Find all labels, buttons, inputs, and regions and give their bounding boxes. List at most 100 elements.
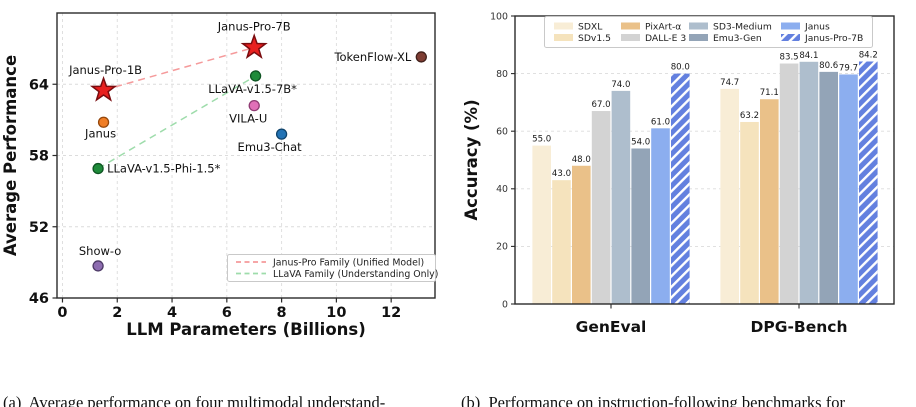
x-tick-label: 10: [326, 305, 346, 321]
legend-label: Janus-Pro Family (Unified Model): [272, 258, 424, 269]
bar-value-label: 84.1: [799, 51, 818, 61]
point-label-vila-u: VILA-U: [229, 112, 267, 126]
point-label-janus: Janus: [84, 126, 116, 140]
legend-swatch-sd3-medium: [689, 22, 708, 30]
legend-label-janus-pro-7b: Janus-Pro-7B: [804, 33, 863, 44]
point-label-show-o: Show-o: [79, 244, 121, 258]
legend-swatch-janus: [781, 22, 800, 30]
legend-label-emu3-gen: Emu3-Gen: [713, 33, 762, 44]
bar-value-label: 61.0: [651, 117, 670, 127]
category-label-geneval: GenEval: [576, 318, 647, 336]
scatter-point-emu3-chat: [275, 128, 288, 140]
x-tick-label: 8: [277, 305, 287, 321]
scatter-point-janus-pro-7b: [240, 33, 268, 59]
legend-swatch-pixart: [621, 22, 640, 30]
bar-hatch-overlay: [859, 61, 878, 305]
scatter-point-llava-v1-5-7b: [249, 70, 262, 82]
legend: Janus-Pro Family (Unified Model)LLaVA Fa…: [227, 254, 438, 282]
bar-dall-e-3-dpg-bench: [779, 63, 799, 304]
y-tick-label: 52: [29, 220, 49, 236]
x-tick-label: 6: [222, 305, 232, 321]
y-axis-label: Average Performance: [1, 55, 20, 256]
y-tick-label: 46: [29, 291, 49, 307]
bar-emu3-gen-dpg-bench: [819, 71, 838, 304]
bar-sd3-medium-geneval: [611, 90, 631, 304]
caption-b: (b) Performance on instruction-following…: [461, 349, 913, 407]
legend-label-sd3-medium: SD3-Medium: [713, 21, 772, 32]
legend-box: [227, 254, 436, 282]
bar-value-label: 74.7: [720, 78, 739, 88]
bar-value-label: 43.0: [552, 169, 571, 179]
x-tick-label: 0: [57, 305, 67, 321]
bar-value-label: 54.0: [631, 137, 650, 147]
bar-sd3-medium-dpg-bench: [799, 61, 819, 305]
bar-value-label: 79.7: [839, 63, 858, 73]
legend-swatch-dall-e-3: [621, 34, 640, 41]
legend-label: LLaVA Family (Understanding Only): [273, 269, 438, 280]
x-tick-label: 4: [167, 305, 177, 321]
bar-value-label: 80.0: [671, 63, 690, 73]
bar-dall-e-3-geneval: [591, 111, 611, 304]
y-tick-label: 0: [502, 299, 508, 310]
legend-label-dall-e-3: DALL-E 3: [645, 33, 686, 44]
scatter-point-janus: [97, 116, 110, 128]
bar-sdv1-5-geneval: [552, 180, 571, 304]
legend-swatch-hatch: [781, 34, 800, 41]
point-label-llava-v1-5-phi-1-5: LLaVA-v1.5-Phi-1.5*: [107, 162, 221, 176]
bar-value-label: 84.2: [859, 51, 878, 61]
category-label-dpg-bench: DPG-Bench: [751, 318, 848, 336]
scatter-point-show-o: [92, 260, 104, 272]
legend-swatch-sdxl: [554, 22, 573, 30]
point-label-tokenflow-xl: TokenFlow-XL: [333, 50, 411, 64]
y-tick-label: 80: [496, 69, 508, 80]
bar-emu3-gen-geneval: [631, 148, 650, 304]
trend-line-janus-pro-1b: [103, 46, 255, 91]
caption-a: (a) Average performance on four multimod…: [3, 349, 455, 407]
scatter-point-tokenflow-xl: [415, 51, 427, 63]
point-label-janus-pro-1b: Janus-Pro-1B: [68, 63, 142, 77]
x-tick-label: 12: [381, 305, 401, 321]
caption-a-line-1: (a) Average performance on four multimod…: [3, 393, 386, 407]
legend-label-janus: Janus: [804, 21, 830, 32]
bar-value-label: 63.2: [740, 111, 759, 121]
point-label-emu3-chat: Emu3-Chat: [238, 140, 303, 154]
y-tick-label: 100: [490, 11, 508, 22]
bar-value-label: 55.0: [532, 135, 551, 145]
point-label-llava-v1-5-7b: LLaVA-v1.5-7B*: [208, 82, 297, 96]
legend-swatch-emu3-gen: [689, 34, 708, 41]
y-axis-label: Accuracy (%): [462, 99, 481, 220]
bar-value-label: 67.0: [592, 100, 611, 110]
y-tick-label: 40: [496, 184, 508, 195]
legend-swatch-sdv1-5: [554, 34, 573, 41]
x-axis-label: LLM Parameters (Billions): [126, 320, 366, 339]
bar-sdv1-5-dpg-bench: [740, 121, 759, 304]
y-tick-label: 64: [29, 77, 49, 93]
scatter-point-vila-u: [248, 99, 260, 112]
bar-chart-svg: 55.0 74.7 43.0 63.2 48.0 71.1 67.0 83.5 74.0 84.1…: [462, 11, 895, 336]
bar-hatch-overlay: [671, 73, 690, 304]
trend-line-llava-v1-5-phi-1-5: [97, 75, 256, 170]
bar-value-label: 48.0: [572, 155, 591, 165]
scatter-point-llava-v1-5-phi-1-5: [92, 162, 104, 175]
point-label-janus-pro-7b: Janus-Pro-7B: [217, 19, 291, 33]
scatter-point-janus-pro-1b: [89, 75, 118, 102]
bar-pixart-dpg-bench: [760, 99, 779, 305]
y-tick-label: 58: [29, 149, 49, 165]
panel-understanding-chart: 0 2 4 6 8 10 12 46 52 58 64 LLM Parameters (Billion…: [0, 0, 458, 345]
x-tick-label: 2: [112, 305, 122, 321]
legend-label-pixart: PixArt-α: [645, 21, 681, 32]
bar-value-label: 83.5: [780, 53, 799, 63]
bar-sdxl-dpg-bench: [720, 88, 739, 304]
bar-sdxl-geneval: [532, 145, 551, 304]
bar-janus-geneval: [651, 128, 670, 304]
bar-janus-dpg-bench: [839, 74, 858, 305]
y-tick-label: 20: [496, 242, 508, 253]
bar-value-label: 80.6: [819, 61, 838, 71]
bar-value-label: 71.1: [760, 88, 779, 98]
legend-label-sdxl: SDXL: [578, 21, 603, 32]
legend-label-sdv1-5: SDv1.5: [578, 33, 611, 44]
bar-pixart-geneval: [572, 165, 591, 304]
